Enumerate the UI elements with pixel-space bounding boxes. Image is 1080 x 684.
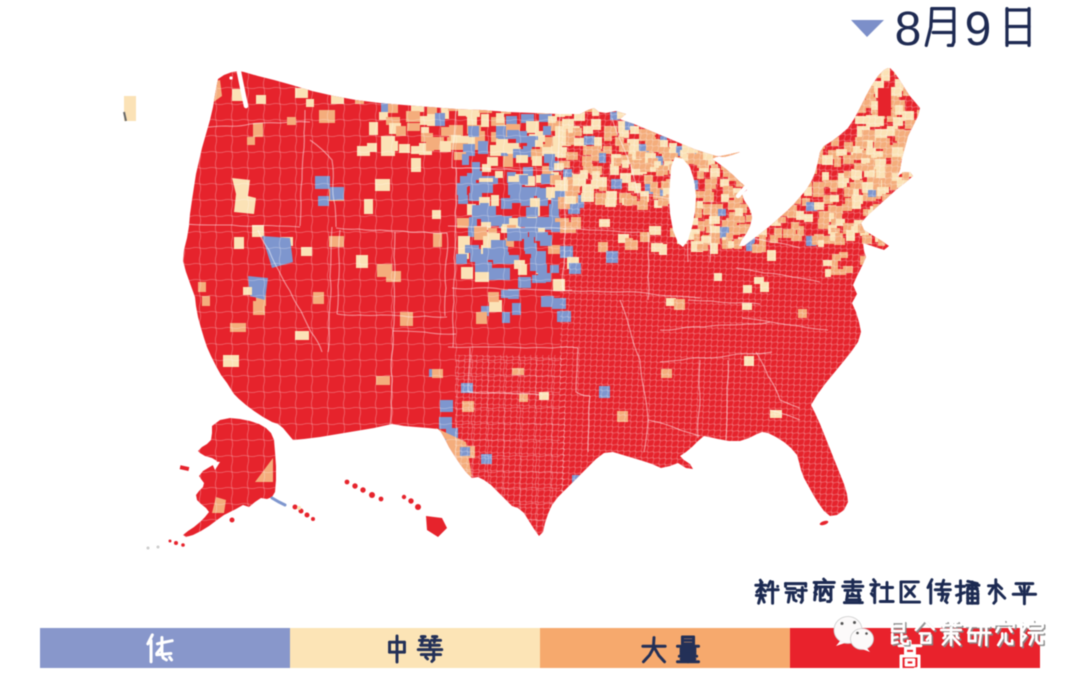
svg-text:9: 9 [965,3,992,56]
svg-text:8: 8 [895,3,922,56]
